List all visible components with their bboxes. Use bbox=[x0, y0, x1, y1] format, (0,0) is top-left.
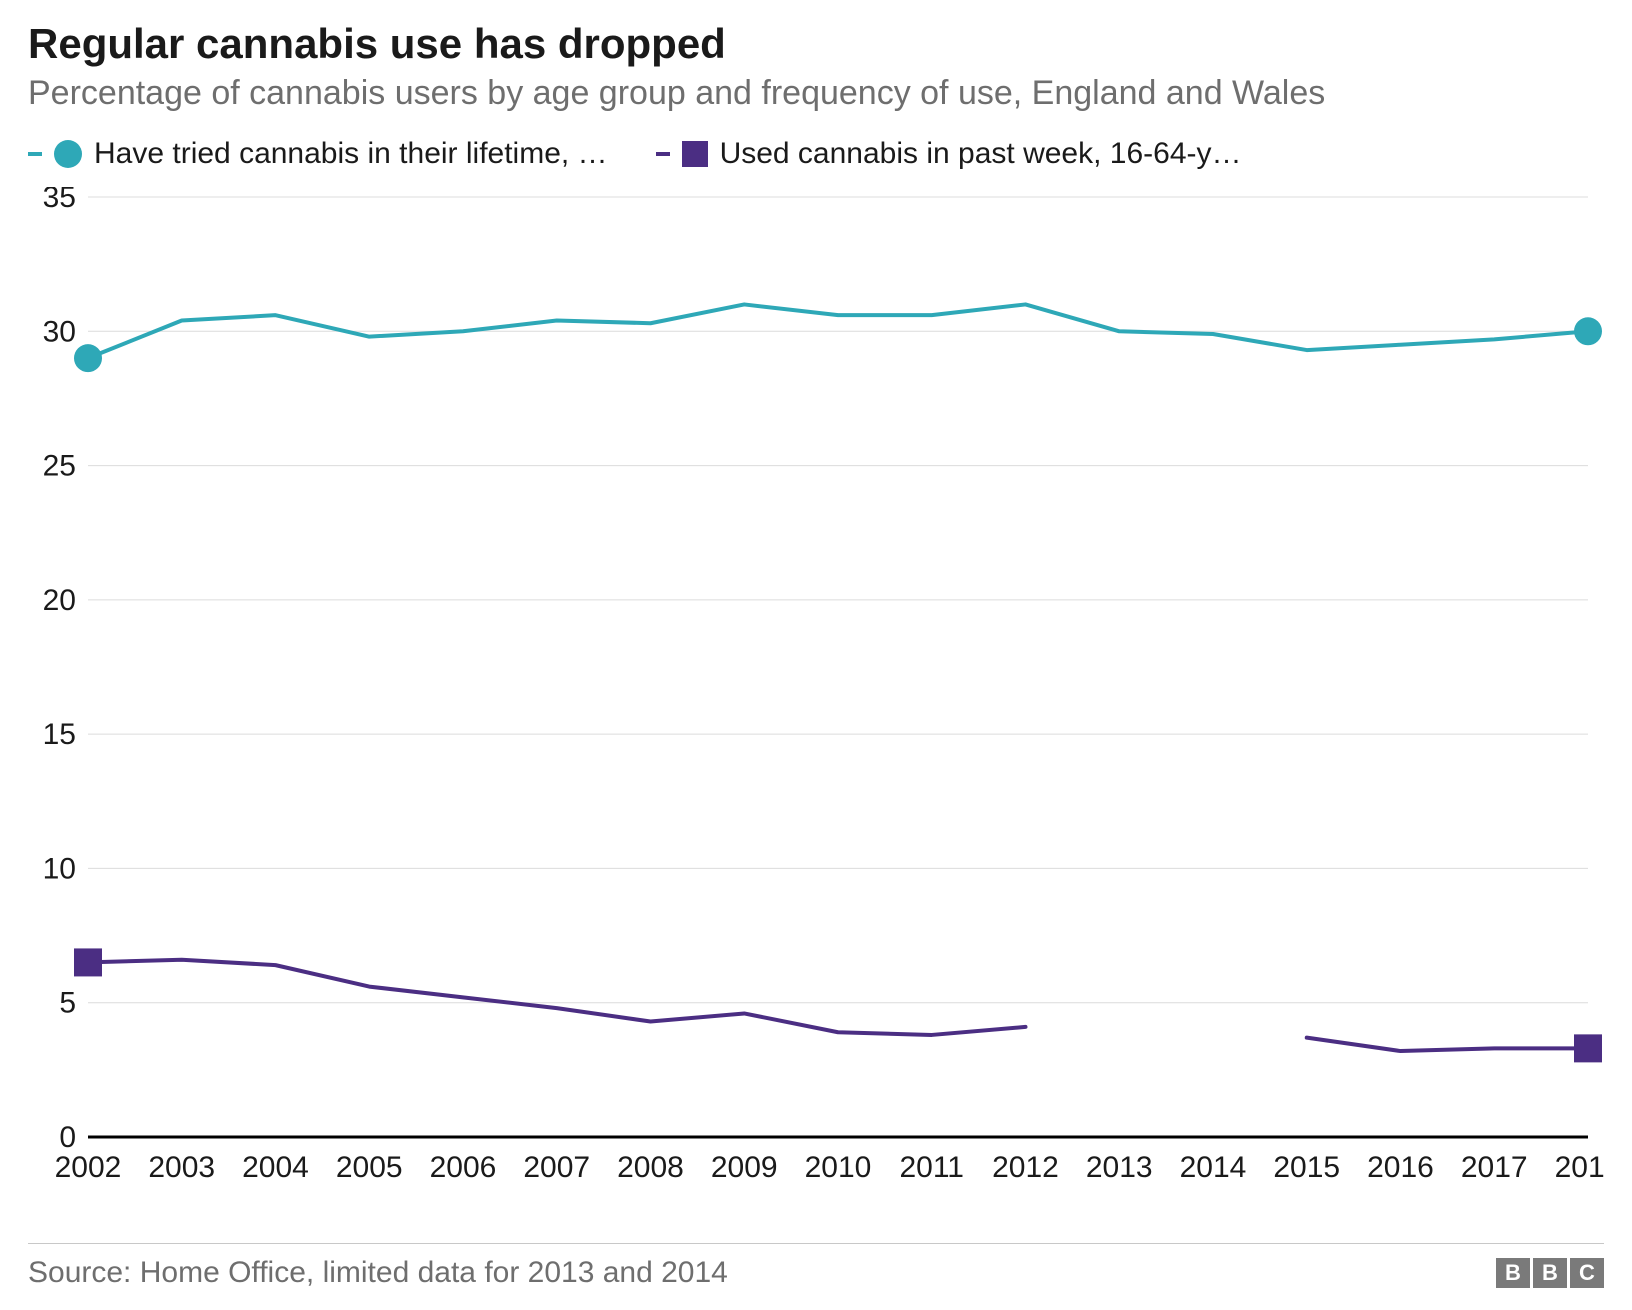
x-tick-label: 2007 bbox=[523, 1151, 590, 1184]
legend-item-series2: Used cannabis in past week, 16-64-y… bbox=[656, 137, 1242, 171]
x-tick-label: 2008 bbox=[617, 1151, 684, 1184]
x-tick-label: 2009 bbox=[711, 1151, 778, 1184]
series1-start-marker bbox=[74, 344, 102, 372]
x-tick-label: 2017 bbox=[1461, 1151, 1528, 1184]
legend-label-series2: Used cannabis in past week, 16-64-y… bbox=[720, 137, 1242, 171]
chart-footer: Source: Home Office, limited data for 20… bbox=[28, 1243, 1604, 1290]
y-tick-label: 10 bbox=[43, 852, 76, 885]
series2b-end-marker bbox=[1574, 1034, 1602, 1062]
series2a-line bbox=[88, 960, 1026, 1035]
x-tick-label: 2002 bbox=[55, 1151, 122, 1184]
chart-svg: 0 5 10 15 20 25 30 35 2002 2003 2004 2005 2006 2007 20… bbox=[28, 187, 1604, 1187]
y-tick-label: 0 bbox=[59, 1121, 76, 1154]
legend-label-series1: Have tried cannabis in their lifetime, … bbox=[94, 137, 608, 171]
source-text: Source: Home Office, limited data for 20… bbox=[28, 1256, 728, 1290]
x-tick-label: 2005 bbox=[336, 1151, 403, 1184]
x-tick-label: 2016 bbox=[1367, 1151, 1434, 1184]
bbc-logo-icon: B B C bbox=[1496, 1258, 1604, 1288]
series2a-start-marker bbox=[74, 948, 102, 976]
legend-marker-circle-icon bbox=[54, 140, 82, 168]
series2b-line bbox=[1307, 1038, 1588, 1051]
bbc-box-3: C bbox=[1570, 1258, 1604, 1288]
bbc-box-2: B bbox=[1533, 1258, 1567, 1288]
series1-end-marker bbox=[1574, 317, 1602, 345]
chart-legend: Have tried cannabis in their lifetime, …… bbox=[28, 137, 1604, 171]
x-tick-label: 2012 bbox=[992, 1151, 1059, 1184]
y-tick-label: 30 bbox=[43, 315, 76, 348]
y-tick-label: 20 bbox=[43, 584, 76, 617]
y-tick-label: 25 bbox=[43, 450, 76, 483]
legend-marker-square-icon bbox=[682, 141, 708, 167]
bbc-box-1: B bbox=[1496, 1258, 1530, 1288]
x-tick-label: 2004 bbox=[242, 1151, 309, 1184]
legend-line-series1 bbox=[28, 152, 42, 156]
x-tick-label: 2011 bbox=[899, 1151, 964, 1184]
x-tick-label: 2015 bbox=[1273, 1151, 1340, 1184]
x-tick-label: 2018 bbox=[1555, 1151, 1604, 1184]
y-tick-label: 5 bbox=[59, 987, 76, 1020]
y-tick-label: 15 bbox=[43, 718, 76, 751]
chart-subtitle: Percentage of cannabis users by age grou… bbox=[28, 74, 1604, 113]
x-tick-label: 2006 bbox=[430, 1151, 497, 1184]
x-tick-label: 2013 bbox=[1086, 1151, 1153, 1184]
x-tick-label: 2014 bbox=[1180, 1151, 1247, 1184]
chart-title: Regular cannabis use has dropped bbox=[28, 20, 1604, 68]
legend-line-series2 bbox=[656, 152, 670, 156]
y-tick-label: 35 bbox=[43, 187, 76, 214]
chart-plot-area: 0 5 10 15 20 25 30 35 2002 2003 2004 2005 2006 2007 20… bbox=[28, 187, 1604, 1187]
legend-item-series1: Have tried cannabis in their lifetime, … bbox=[28, 137, 608, 171]
x-tick-label: 2003 bbox=[148, 1151, 215, 1184]
x-tick-label: 2010 bbox=[805, 1151, 872, 1184]
